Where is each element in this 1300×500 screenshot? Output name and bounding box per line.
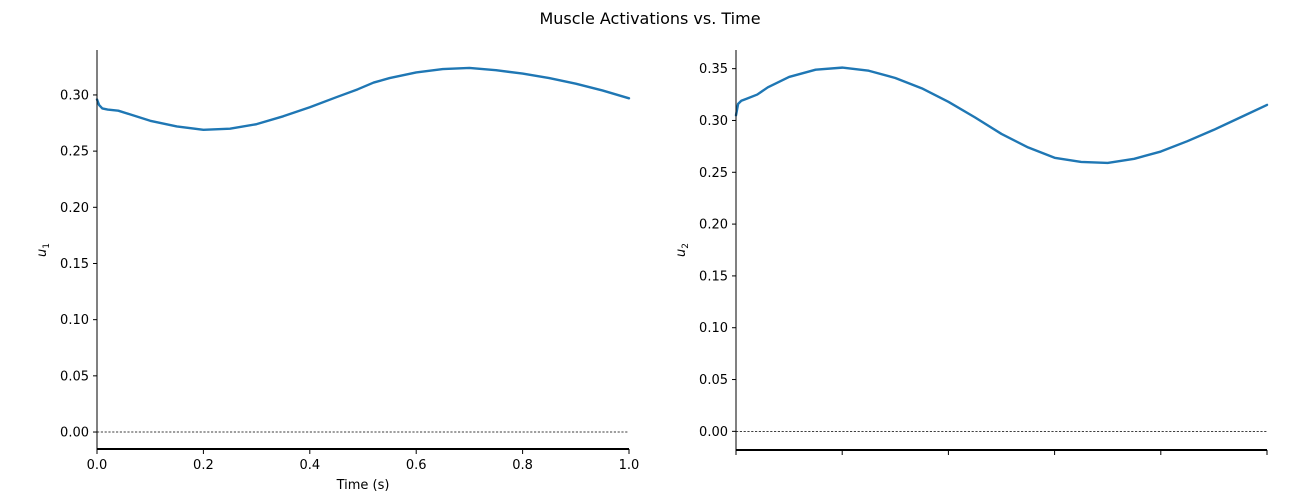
x-tick-label: 0.6 — [406, 458, 427, 473]
y-axis-label: u1 — [35, 243, 52, 257]
y-axis-label-main: u — [674, 249, 689, 257]
y-tick-label: 0.00 — [699, 425, 728, 440]
figure-title: Muscle Activations vs. Time — [539, 9, 761, 28]
y-tick-label: 0.00 — [60, 426, 89, 441]
y-tick-label: 0.30 — [699, 114, 728, 129]
data-line-series-1 — [95, 66, 631, 131]
y-tick-label: 0.05 — [699, 373, 728, 388]
y-tick-label: 0.20 — [699, 218, 728, 233]
x-tick-label: 0.8 — [512, 458, 533, 473]
y-tick-label: 0.35 — [699, 62, 728, 77]
x-tick-label: 0.0 — [87, 458, 108, 473]
y-tick-label: 0.10 — [699, 321, 728, 336]
x-tick-label: 0.2 — [193, 458, 214, 473]
y-axis-label-main: u — [35, 249, 50, 257]
y-axis-label-subscript: 1 — [42, 243, 52, 249]
y-tick-label: 0.25 — [60, 145, 89, 160]
y-axis-label: u2 — [674, 243, 691, 257]
x-tick-label: 0.4 — [299, 458, 320, 473]
x-tick-label: 1.0 — [619, 458, 640, 473]
x-axis-label: Time (s) — [336, 478, 390, 493]
y-tick-label: 0.25 — [699, 166, 728, 181]
y-axis-label-subscript: 2 — [681, 243, 691, 249]
y-tick-label: 0.10 — [60, 313, 89, 328]
y-tick-label: 0.15 — [60, 257, 89, 272]
chart-panel-2: 0.00 0.05 0.10 0.15 0.20 0.25 0.30 0.35 u2 — [674, 50, 1269, 455]
chart-panel-1: 0.00 0.05 0.10 0.15 0.20 0.25 0.30 0.0 0.2 0.4 0.6… — [35, 50, 639, 493]
data-line-series-1 — [734, 66, 1269, 165]
y-tick-label: 0.20 — [60, 201, 89, 216]
y-tick-label: 0.15 — [699, 269, 728, 284]
y-tick-label: 0.05 — [60, 369, 89, 384]
y-tick-label: 0.30 — [60, 88, 89, 103]
